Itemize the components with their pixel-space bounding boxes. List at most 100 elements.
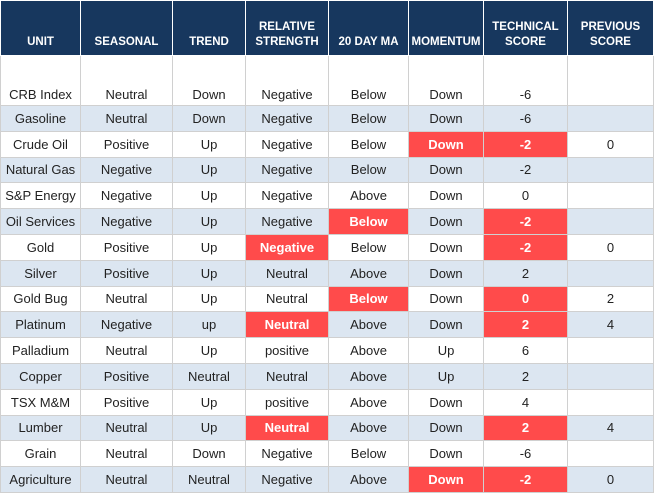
unit-cell: Lumber <box>0 414 81 442</box>
table-row: Oil Services Negative Up Negative Below Down -… <box>0 208 654 235</box>
unit-cell: Gold Bug <box>0 285 81 313</box>
header-line: SCORE <box>590 36 631 48</box>
cell: Above <box>328 259 409 287</box>
cell: Positive <box>80 259 173 287</box>
unit-cell: Platinum <box>0 311 81 339</box>
cell: Down <box>408 414 484 442</box>
cell: Up <box>172 130 246 158</box>
table-row: TSX M&M Positive Up positive Above Down 4 <box>0 388 654 416</box>
cell: Neutral <box>245 259 329 287</box>
cell <box>567 156 654 184</box>
cell: Negative <box>245 208 329 235</box>
cell: 0 <box>567 466 654 493</box>
header-line: STRENGTH <box>255 36 319 48</box>
unit-cell: Oil Services <box>0 208 81 235</box>
column-header: RELATIVE STRENGTH <box>245 0 329 56</box>
cell: -2 <box>483 466 568 493</box>
cell: Below <box>328 285 409 313</box>
cell: Neutral <box>245 285 329 313</box>
cell <box>567 182 654 210</box>
table-row: Silver Positive Up Neutral Above Down 2 <box>0 259 654 287</box>
header-line: SEASONAL <box>94 36 159 48</box>
cell: Up <box>172 208 246 235</box>
header-line: RELATIVE <box>258 21 315 33</box>
cell: Neutral <box>172 362 246 390</box>
cell <box>567 55 654 106</box>
cell: Up <box>172 233 246 261</box>
cell: Neutral <box>80 337 173 364</box>
header-line: PREVIOUS <box>580 21 641 33</box>
cell <box>567 388 654 416</box>
cell: -2 <box>483 156 568 184</box>
cell: Positive <box>80 130 173 158</box>
cell: Neutral <box>245 362 329 390</box>
table-row: Lumber Neutral Up Neutral Above Down 2 4 <box>0 414 654 442</box>
cell: Below <box>328 440 409 468</box>
cell: Negative <box>245 105 329 132</box>
cell: Up <box>172 156 246 184</box>
cell: 2 <box>483 311 568 339</box>
unit-cell: Natural Gas <box>0 156 81 184</box>
cell: Neutral <box>80 414 173 442</box>
cell: Up <box>172 337 246 364</box>
cell: 0 <box>567 130 654 158</box>
cell: Above <box>328 388 409 416</box>
column-header: SEASONAL <box>80 0 173 56</box>
cell: Negative <box>245 233 329 261</box>
cell: 2 <box>483 362 568 390</box>
cell: positive <box>245 337 329 364</box>
cell: -2 <box>483 130 568 158</box>
cell: Below <box>328 105 409 132</box>
header-line: UNIT <box>27 36 54 48</box>
cell: Negative <box>80 208 173 235</box>
cell: Below <box>328 130 409 158</box>
cell: Up <box>408 337 484 364</box>
cell: Above <box>328 182 409 210</box>
header-line: TREND <box>189 36 229 48</box>
unit-cell: Gasoline <box>0 105 81 132</box>
column-header: UNIT <box>0 0 81 56</box>
column-header: TREND <box>172 0 246 56</box>
table-row: Palladium Neutral Up positive Above Up 6 <box>0 337 654 364</box>
cell: Above <box>328 466 409 493</box>
cell: 2 <box>567 285 654 313</box>
cell: -6 <box>483 105 568 132</box>
cell: Positive <box>80 233 173 261</box>
cell: Down <box>408 311 484 339</box>
cell: Down <box>408 208 484 235</box>
cell <box>567 337 654 364</box>
cell: Down <box>408 105 484 132</box>
cell: up <box>172 311 246 339</box>
cell: 2 <box>483 414 568 442</box>
cell: Negative <box>80 311 173 339</box>
cell: Positive <box>80 362 173 390</box>
unit-cell: Crude Oil <box>0 130 81 158</box>
cell: Negative <box>245 55 329 106</box>
cell: 0 <box>483 285 568 313</box>
header-row: UNIT SEASONAL TREND RELATIVE STRENGTH 20 DAY … <box>0 0 654 56</box>
cell: 2 <box>483 259 568 287</box>
unit-cell: Grain <box>0 440 81 468</box>
cell: 0 <box>483 182 568 210</box>
cell: Down <box>408 233 484 261</box>
cell: Down <box>408 130 484 158</box>
cell: Below <box>328 156 409 184</box>
table-row: S&P Energy Negative Up Negative Above Down 0 <box>0 182 654 210</box>
cell: Above <box>328 337 409 364</box>
table-row: Gasoline Neutral Down Negative Below Down -6 <box>0 105 654 132</box>
cell <box>567 105 654 132</box>
unit-cell: Palladium <box>0 337 81 364</box>
cell: Positive <box>80 388 173 416</box>
cell: Down <box>408 466 484 493</box>
column-header: MOMENTUM <box>408 0 484 56</box>
cell: -2 <box>483 208 568 235</box>
cell: Negative <box>80 156 173 184</box>
table-body: CRB Index Neutral Down Negative Below Down -6 G… <box>0 55 654 493</box>
cell: Up <box>172 388 246 416</box>
unit-cell: Gold <box>0 233 81 261</box>
cell: Down <box>408 259 484 287</box>
cell: Down <box>408 156 484 184</box>
cell <box>567 362 654 390</box>
